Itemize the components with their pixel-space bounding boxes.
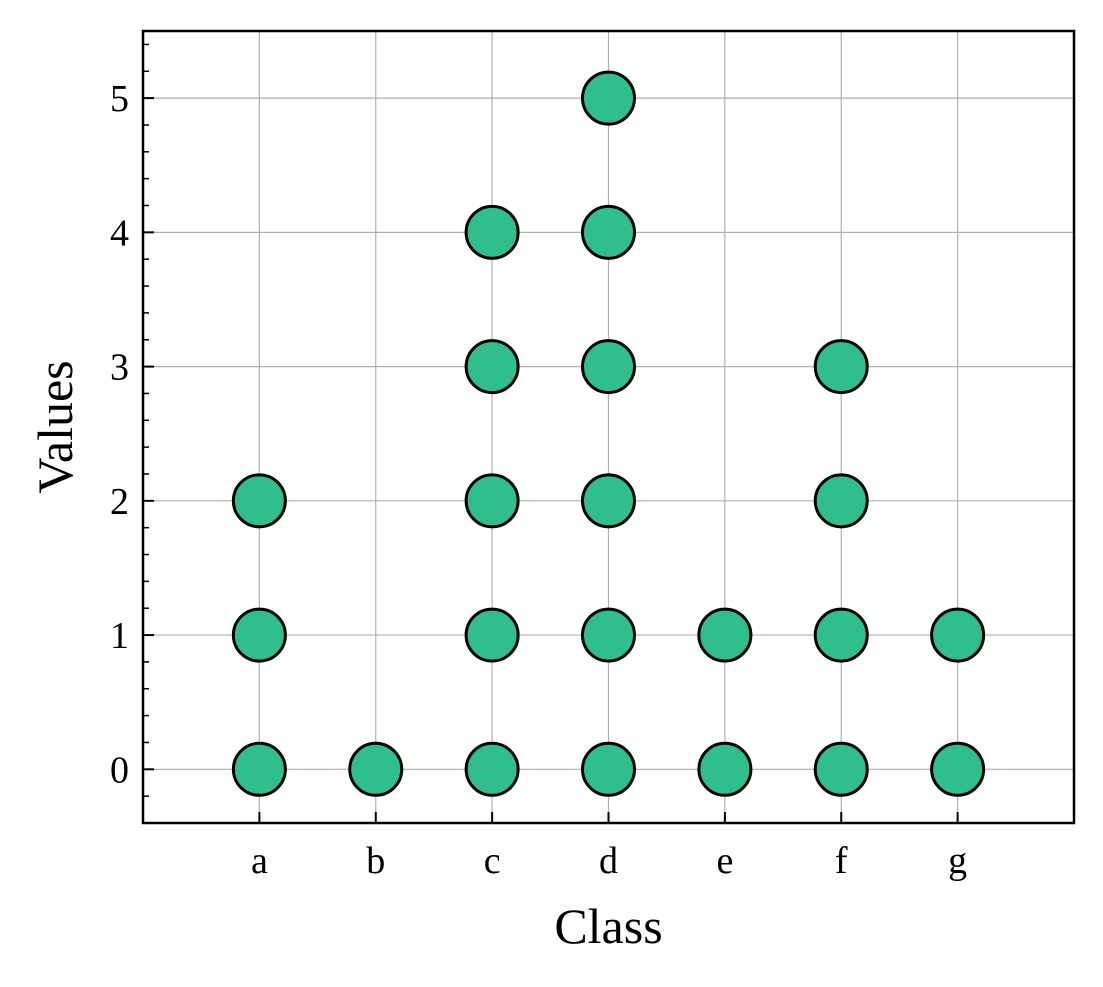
data-point	[813, 473, 869, 529]
data-point	[581, 339, 636, 395]
data-point	[581, 473, 636, 529]
data-point	[930, 741, 986, 797]
data-point	[464, 339, 520, 395]
x-tick-label: d	[599, 840, 618, 882]
plot-frame	[141, 29, 1076, 825]
x-tick-label: a	[251, 840, 268, 882]
data-point	[813, 741, 869, 797]
x-tick-label: g	[948, 840, 967, 882]
data-point	[813, 607, 869, 663]
y-tick-label: 2	[110, 481, 129, 523]
data-point	[231, 473, 287, 529]
data-point	[930, 607, 986, 663]
data-point	[231, 741, 287, 797]
x-tick-label: e	[716, 840, 733, 882]
x-tick-label: f	[835, 840, 848, 882]
data-point	[697, 607, 753, 663]
y-tick-label: 3	[110, 347, 129, 389]
y-axis-title: Values	[27, 360, 83, 493]
x-axis-title: Class	[554, 898, 662, 954]
data-point	[581, 607, 636, 663]
data-point	[581, 70, 636, 126]
data-point	[581, 741, 636, 797]
x-tick-labels: a b c d e f g	[251, 840, 967, 882]
data-points	[231, 70, 986, 797]
data-point	[697, 741, 753, 797]
grid-lines	[143, 31, 1074, 823]
y-tick-label: 0	[110, 749, 129, 791]
data-point	[348, 741, 404, 797]
data-point	[464, 473, 520, 529]
axis-ticks	[143, 43, 959, 824]
data-point	[231, 607, 287, 663]
x-tick-label: c	[484, 840, 501, 882]
data-point	[581, 204, 636, 260]
data-point	[464, 204, 520, 260]
y-tick-labels: 0 1 2 3 4 5	[110, 78, 129, 791]
data-point	[464, 741, 520, 797]
y-tick-label: 4	[110, 212, 129, 254]
y-tick-label: 1	[110, 615, 129, 657]
x-tick-label: b	[366, 840, 385, 882]
y-tick-label: 5	[110, 78, 129, 120]
data-point	[813, 339, 869, 395]
data-point	[464, 607, 520, 663]
